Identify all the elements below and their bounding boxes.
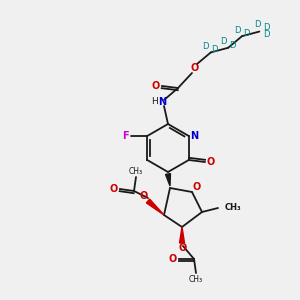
Text: D: D [229, 41, 236, 50]
Polygon shape [179, 227, 184, 243]
Text: D: D [243, 29, 249, 38]
Text: O: O [193, 182, 201, 192]
Polygon shape [166, 174, 170, 186]
Text: O: O [207, 157, 215, 167]
Text: H: H [152, 98, 158, 106]
Text: CH₃: CH₃ [129, 167, 143, 176]
Text: D: D [263, 30, 270, 39]
Text: D: D [263, 23, 270, 32]
Text: O: O [169, 254, 177, 264]
Text: D: D [234, 26, 240, 35]
Polygon shape [146, 199, 164, 215]
Text: N: N [190, 131, 198, 141]
Text: O: O [152, 81, 160, 91]
Text: N: N [158, 97, 166, 107]
Text: O: O [191, 63, 199, 73]
Text: CH₃: CH₃ [225, 202, 242, 211]
Text: D: D [212, 45, 218, 54]
Text: D: D [202, 42, 209, 51]
Text: CH₃: CH₃ [189, 274, 203, 284]
Text: D: D [220, 37, 226, 46]
Text: O: O [110, 184, 118, 194]
Text: F: F [122, 131, 128, 141]
Text: D: D [254, 20, 261, 29]
Text: O: O [140, 191, 148, 201]
Text: O: O [179, 243, 187, 253]
